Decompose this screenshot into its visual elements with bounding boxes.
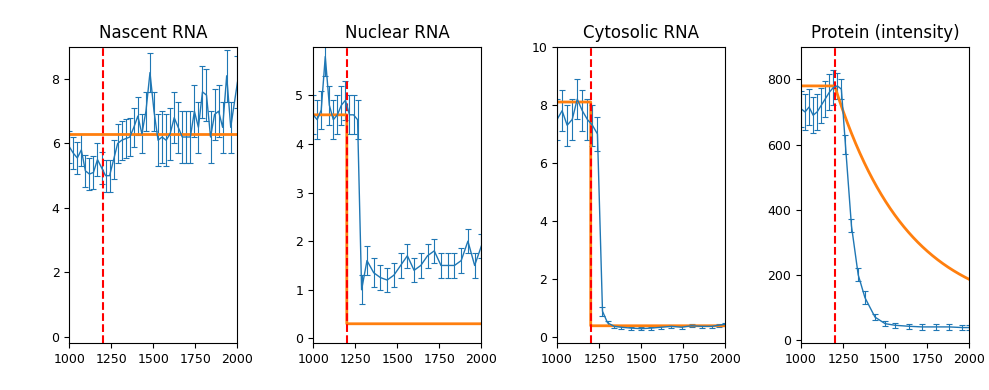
- Title: Nascent RNA: Nascent RNA: [99, 25, 208, 43]
- Title: Nuclear RNA: Nuclear RNA: [345, 25, 450, 43]
- Title: Protein (intensity): Protein (intensity): [811, 25, 959, 43]
- Title: Cytosolic RNA: Cytosolic RNA: [584, 25, 699, 43]
